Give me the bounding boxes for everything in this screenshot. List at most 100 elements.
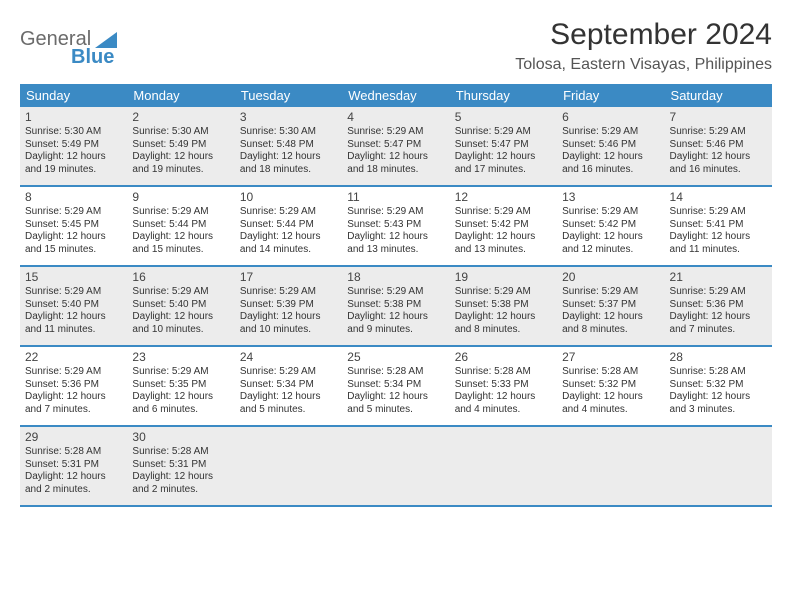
daylight-text: Daylight: 12 hours and 13 minutes.	[455, 231, 552, 256]
sunrise-text: Sunrise: 5:29 AM	[562, 126, 659, 139]
sunset-text: Sunset: 5:45 PM	[25, 219, 122, 232]
sunrise-text: Sunrise: 5:29 AM	[455, 206, 552, 219]
sunrise-text: Sunrise: 5:29 AM	[347, 286, 444, 299]
sunset-text: Sunset: 5:31 PM	[132, 459, 229, 472]
sunrise-text: Sunrise: 5:30 AM	[25, 126, 122, 139]
day-number: 10	[240, 190, 337, 204]
calendar-cell: 6Sunrise: 5:29 AMSunset: 5:46 PMDaylight…	[557, 107, 664, 185]
calendar-cell	[342, 427, 449, 505]
day-number: 25	[347, 350, 444, 364]
calendar-cell: 23Sunrise: 5:29 AMSunset: 5:35 PMDayligh…	[127, 347, 234, 425]
daylight-text: Daylight: 12 hours and 8 minutes.	[455, 311, 552, 336]
calendar-cell: 9 Sunrise: 5:29 AMSunset: 5:44 PMDaylight…	[127, 187, 234, 265]
sunrise-text: Sunrise: 5:29 AM	[132, 366, 229, 379]
daylight-text: Daylight: 12 hours and 17 minutes.	[455, 151, 552, 176]
sunset-text: Sunset: 5:49 PM	[132, 139, 229, 152]
location-subtitle: Tolosa, Eastern Visayas, Philippines	[515, 56, 772, 74]
week-row: 29Sunrise: 5:28 AMSunset: 5:31 PMDayligh…	[20, 427, 772, 507]
cell-info: Sunrise: 5:29 AMSunset: 5:38 PMDaylight:…	[347, 286, 444, 336]
day-number: 13	[562, 190, 659, 204]
sunset-text: Sunset: 5:43 PM	[347, 219, 444, 232]
day-header-sun: Sunday	[20, 84, 127, 107]
cell-info: Sunrise: 5:29 AMSunset: 5:40 PMDaylight:…	[25, 286, 122, 336]
day-number: 15	[25, 270, 122, 284]
calendar-cell: 12Sunrise: 5:29 AMSunset: 5:42 PMDayligh…	[450, 187, 557, 265]
sunrise-text: Sunrise: 5:28 AM	[347, 366, 444, 379]
logo-text-blue: Blue	[71, 46, 114, 68]
cell-info: Sunrise: 5:29 AMSunset: 5:36 PMDaylight:…	[670, 286, 767, 336]
daylight-text: Daylight: 12 hours and 2 minutes.	[132, 471, 229, 496]
daylight-text: Daylight: 12 hours and 7 minutes.	[25, 391, 122, 416]
cell-info: Sunrise: 5:29 AMSunset: 5:37 PMDaylight:…	[562, 286, 659, 336]
sunrise-text: Sunrise: 5:29 AM	[670, 286, 767, 299]
calendar-cell: 7Sunrise: 5:29 AMSunset: 5:46 PMDaylight…	[665, 107, 772, 185]
calendar-cell: 18Sunrise: 5:29 AMSunset: 5:38 PMDayligh…	[342, 267, 449, 345]
sunrise-text: Sunrise: 5:28 AM	[455, 366, 552, 379]
daylight-text: Daylight: 12 hours and 11 minutes.	[670, 231, 767, 256]
sunrise-text: Sunrise: 5:29 AM	[25, 366, 122, 379]
sunrise-text: Sunrise: 5:29 AM	[240, 206, 337, 219]
daylight-text: Daylight: 12 hours and 10 minutes.	[240, 311, 337, 336]
sunrise-text: Sunrise: 5:29 AM	[455, 126, 552, 139]
cell-info: Sunrise: 5:29 AMSunset: 5:46 PMDaylight:…	[670, 126, 767, 176]
day-header-wed: Wednesday	[342, 84, 449, 107]
sunset-text: Sunset: 5:38 PM	[455, 299, 552, 312]
daylight-text: Daylight: 12 hours and 18 minutes.	[240, 151, 337, 176]
day-number: 2	[132, 110, 229, 124]
sunset-text: Sunset: 5:37 PM	[562, 299, 659, 312]
cell-info: Sunrise: 5:29 AMSunset: 5:38 PMDaylight:…	[455, 286, 552, 336]
daylight-text: Daylight: 12 hours and 19 minutes.	[132, 151, 229, 176]
sunset-text: Sunset: 5:49 PM	[25, 139, 122, 152]
calendar-cell: 25Sunrise: 5:28 AMSunset: 5:34 PMDayligh…	[342, 347, 449, 425]
sunrise-text: Sunrise: 5:29 AM	[240, 366, 337, 379]
sunrise-text: Sunrise: 5:30 AM	[240, 126, 337, 139]
sunset-text: Sunset: 5:35 PM	[132, 379, 229, 392]
calendar-cell: 29Sunrise: 5:28 AMSunset: 5:31 PMDayligh…	[20, 427, 127, 505]
daylight-text: Daylight: 12 hours and 15 minutes.	[25, 231, 122, 256]
calendar-cell: 10Sunrise: 5:29 AMSunset: 5:44 PMDayligh…	[235, 187, 342, 265]
calendar-cell: 21Sunrise: 5:29 AMSunset: 5:36 PMDayligh…	[665, 267, 772, 345]
calendar-cell: 26Sunrise: 5:28 AMSunset: 5:33 PMDayligh…	[450, 347, 557, 425]
calendar-cell: 13Sunrise: 5:29 AMSunset: 5:42 PMDayligh…	[557, 187, 664, 265]
calendar-cell: 8 Sunrise: 5:29 AMSunset: 5:45 PMDaylight…	[20, 187, 127, 265]
calendar-cell: 17Sunrise: 5:29 AMSunset: 5:39 PMDayligh…	[235, 267, 342, 345]
sunrise-text: Sunrise: 5:29 AM	[132, 286, 229, 299]
day-number: 22	[25, 350, 122, 364]
sunrise-text: Sunrise: 5:29 AM	[25, 206, 122, 219]
sunset-text: Sunset: 5:41 PM	[670, 219, 767, 232]
daylight-text: Daylight: 12 hours and 14 minutes.	[240, 231, 337, 256]
calendar-cell	[665, 427, 772, 505]
logo: General Blue	[20, 18, 117, 51]
sunset-text: Sunset: 5:44 PM	[132, 219, 229, 232]
sunrise-text: Sunrise: 5:29 AM	[240, 286, 337, 299]
calendar-cell: 24Sunrise: 5:29 AMSunset: 5:34 PMDayligh…	[235, 347, 342, 425]
daylight-text: Daylight: 12 hours and 12 minutes.	[562, 231, 659, 256]
sunset-text: Sunset: 5:46 PM	[562, 139, 659, 152]
day-number: 9	[132, 190, 229, 204]
sunset-text: Sunset: 5:39 PM	[240, 299, 337, 312]
day-number: 8	[25, 190, 122, 204]
cell-info: Sunrise: 5:29 AMSunset: 5:44 PMDaylight:…	[132, 206, 229, 256]
daylight-text: Daylight: 12 hours and 5 minutes.	[347, 391, 444, 416]
cell-info: Sunrise: 5:28 AMSunset: 5:33 PMDaylight:…	[455, 366, 552, 416]
sunrise-text: Sunrise: 5:29 AM	[670, 126, 767, 139]
day-number: 3	[240, 110, 337, 124]
daylight-text: Daylight: 12 hours and 19 minutes.	[25, 151, 122, 176]
calendar-cell: 20Sunrise: 5:29 AMSunset: 5:37 PMDayligh…	[557, 267, 664, 345]
sunset-text: Sunset: 5:32 PM	[562, 379, 659, 392]
cell-info: Sunrise: 5:29 AMSunset: 5:40 PMDaylight:…	[132, 286, 229, 336]
sunset-text: Sunset: 5:47 PM	[455, 139, 552, 152]
cell-info: Sunrise: 5:29 AMSunset: 5:41 PMDaylight:…	[670, 206, 767, 256]
calendar-cell: 19Sunrise: 5:29 AMSunset: 5:38 PMDayligh…	[450, 267, 557, 345]
calendar-cell: 16Sunrise: 5:29 AMSunset: 5:40 PMDayligh…	[127, 267, 234, 345]
sunset-text: Sunset: 5:42 PM	[562, 219, 659, 232]
day-number: 14	[670, 190, 767, 204]
cell-info: Sunrise: 5:29 AMSunset: 5:47 PMDaylight:…	[347, 126, 444, 176]
day-header-mon: Monday	[127, 84, 234, 107]
cell-info: Sunrise: 5:30 AMSunset: 5:48 PMDaylight:…	[240, 126, 337, 176]
day-header-row: Sunday Monday Tuesday Wednesday Thursday…	[20, 84, 772, 107]
sunset-text: Sunset: 5:40 PM	[25, 299, 122, 312]
daylight-text: Daylight: 12 hours and 16 minutes.	[562, 151, 659, 176]
day-header-fri: Friday	[557, 84, 664, 107]
calendar-cell: 30Sunrise: 5:28 AMSunset: 5:31 PMDayligh…	[127, 427, 234, 505]
